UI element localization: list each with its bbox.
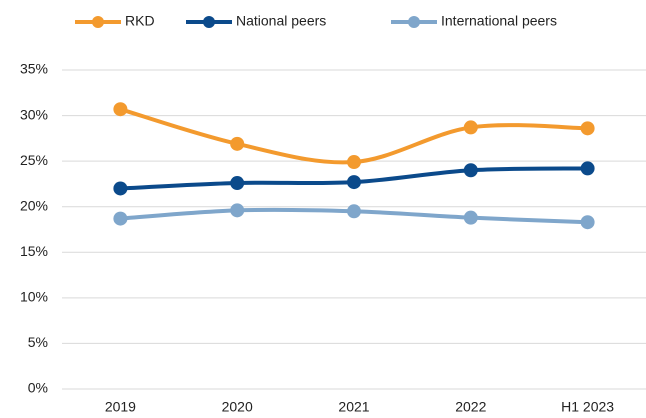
data-point	[347, 204, 361, 219]
data-point	[580, 121, 595, 136]
legend-label: National peers	[236, 13, 326, 29]
y-tick-label: 20%	[20, 197, 48, 213]
data-point	[230, 176, 245, 191]
data-point	[113, 102, 128, 117]
data-point	[580, 161, 595, 176]
data-point	[113, 211, 128, 226]
data-point	[230, 136, 245, 151]
legend-label: RKD	[125, 13, 155, 29]
y-tick-label: 15%	[20, 243, 48, 259]
y-tick-label: 0%	[28, 380, 48, 396]
y-tick-label: 10%	[20, 289, 48, 305]
x-tick-label: 2021	[338, 399, 369, 415]
legend-marker	[203, 16, 215, 28]
legend-label: International peers	[441, 13, 557, 29]
y-tick-label: 5%	[28, 334, 48, 350]
data-point	[580, 215, 595, 230]
x-tick-label: 2020	[222, 399, 253, 415]
data-point	[463, 210, 478, 225]
legend-marker	[92, 16, 104, 28]
data-point	[347, 175, 361, 190]
y-tick-label: 30%	[20, 106, 48, 122]
series-line	[119, 107, 588, 165]
x-tick-label: H1 2023	[561, 399, 614, 415]
data-point	[347, 155, 361, 170]
data-point	[463, 163, 478, 178]
y-tick-label: 25%	[20, 152, 48, 168]
data-point	[463, 120, 478, 135]
data-point	[230, 203, 245, 218]
y-tick-label: 35%	[20, 61, 48, 77]
x-tick-label: 2019	[105, 399, 136, 415]
data-point	[113, 181, 128, 196]
legend-marker	[408, 16, 420, 28]
x-tick-label: 2022	[455, 399, 486, 415]
